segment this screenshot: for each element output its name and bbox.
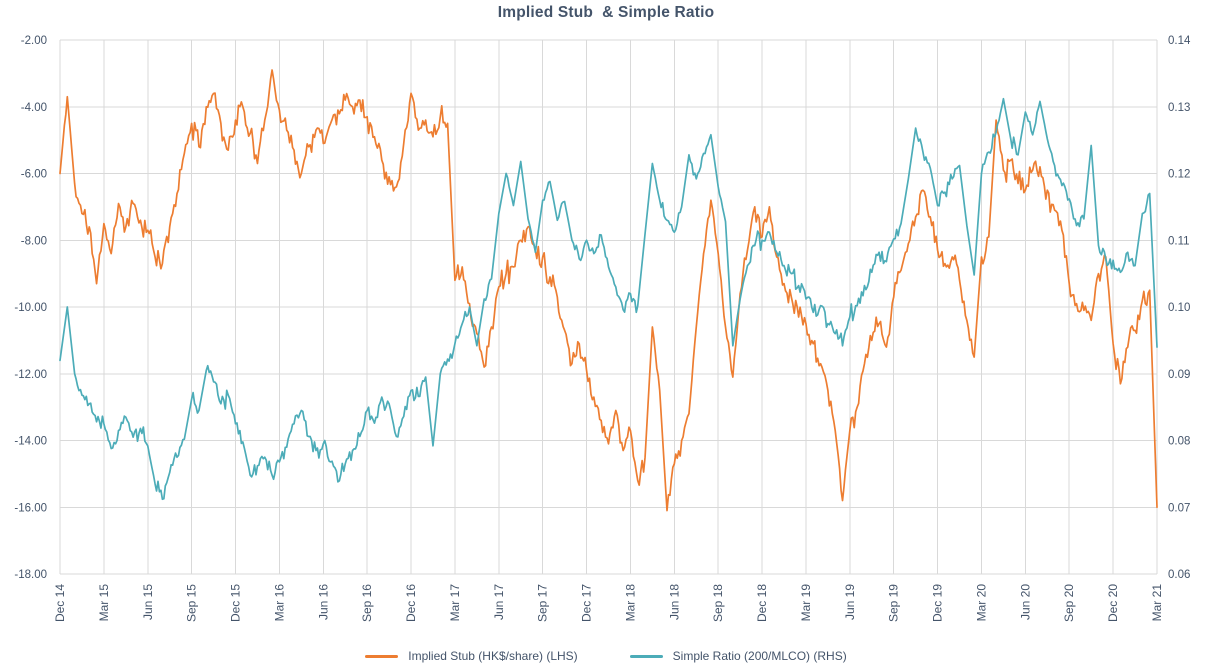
rhs-tick-label: 0.06 [1168, 569, 1190, 581]
lhs-tick-label: -14.00 [14, 436, 47, 448]
x-tick-label: Jun 20 [1018, 584, 1032, 620]
rhs-tick-label: 0.11 [1168, 235, 1190, 247]
lhs-tick-label: -10.00 [14, 302, 47, 314]
x-tick-label: Sep 18 [711, 584, 725, 622]
x-tick-label: Dec 17 [580, 584, 594, 622]
x-tick-label: Dec 16 [404, 584, 418, 622]
lhs-tick-label: -6.00 [21, 169, 47, 181]
chart-title: Implied Stub & Simple Ratio [497, 4, 715, 21]
x-tick-label: Mar 16 [272, 584, 286, 622]
x-tick-label: Mar 21 [1150, 584, 1164, 622]
x-tick-label: Dec 15 [229, 584, 243, 622]
x-tick-label: Sep 16 [360, 584, 374, 622]
rhs-tick-label: 0.14 [1168, 35, 1191, 47]
legend-label-simple-ratio: Simple Ratio (200/MLCO) (RHS) [672, 649, 847, 663]
lhs-tick-label: -2.00 [21, 35, 47, 47]
x-tick-label: Mar 18 [623, 584, 637, 622]
x-tick-label: Dec 19 [931, 584, 945, 622]
rhs-tick-label: 0.13 [1168, 102, 1190, 114]
rhs-tick-label: 0.08 [1168, 436, 1190, 448]
x-tick-label: Jun 18 [667, 584, 681, 620]
x-tick-label: Sep 20 [1062, 584, 1076, 622]
x-tick-label: Mar 19 [799, 584, 813, 622]
x-tick-label: Mar 15 [97, 584, 111, 622]
plot-svg: -2.00 0.14 -4.00 0.13 -6.00 0.12 -8.00 0.11 -10.… [14, 35, 1191, 622]
lhs-tick-label: -18.00 [14, 569, 47, 581]
lhs-tick-label: -4.00 [21, 102, 47, 114]
x-tick-label: Mar 20 [974, 584, 988, 622]
rhs-tick-label: 0.07 [1168, 502, 1190, 514]
x-tick-label: Jun 16 [316, 584, 330, 620]
legend-swatch-implied-stub-icon [365, 654, 399, 658]
lhs-tick-label: -12.00 [14, 369, 47, 381]
legend-item-implied-stub: Implied Stub (HK$/share) (LHS) [365, 649, 578, 663]
x-tick-label: Mar 17 [448, 584, 462, 622]
x-tick-label: Dec 20 [1106, 584, 1120, 622]
legend-label-implied-stub: Implied Stub (HK$/share) (LHS) [408, 649, 578, 663]
legend-item-simple-ratio: Simple Ratio (200/MLCO) (RHS) [629, 649, 847, 663]
x-tick-label: Jun 17 [492, 584, 506, 620]
x-tick-label: Sep 19 [887, 584, 901, 622]
rhs-tick-label: 0.12 [1168, 169, 1190, 181]
rhs-tick-label: 0.10 [1168, 302, 1190, 314]
x-tick-label: Dec 18 [755, 584, 769, 622]
chart-legend: Implied Stub (HK$/share) (LHS) Simple Ra… [0, 649, 1212, 663]
rhs-tick-label: 0.09 [1168, 369, 1190, 381]
lhs-tick-label: -16.00 [14, 502, 47, 514]
x-tick-label: Jun 15 [141, 584, 155, 620]
legend-swatch-simple-ratio-icon [629, 654, 663, 658]
series-line-implied-stub [59, 69, 1158, 512]
series-line-simple-ratio [59, 97, 1158, 501]
x-tick-label: Dec 14 [53, 584, 67, 622]
x-tick-label: Sep 15 [185, 584, 199, 622]
x-tick-label: Jun 19 [843, 584, 857, 620]
x-tick-label: Sep 17 [536, 584, 550, 622]
lhs-tick-label: -8.00 [21, 235, 47, 247]
